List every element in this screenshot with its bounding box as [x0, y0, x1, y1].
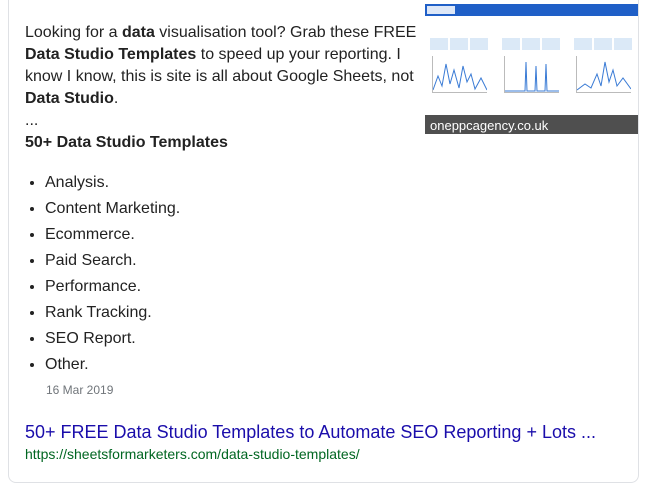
list-item: Paid Search.: [45, 248, 180, 274]
snippet-description: Looking for a data visualisation tool? G…: [25, 22, 420, 110]
list-item: Content Marketing.: [45, 196, 180, 222]
text: .: [113, 90, 119, 107]
dashboard-panel: [500, 26, 562, 96]
highlight: Data Studio Templates: [25, 46, 197, 63]
result-url: https://sheetsformarketers.com/data-stud…: [25, 446, 360, 462]
snippet-heading: 50+ Data Studio Templates: [25, 134, 228, 151]
dashboard-logo: [427, 6, 455, 14]
list-item: SEO Report.: [45, 326, 180, 352]
snippet-list: Analysis. Content Marketing. Ecommerce. …: [25, 170, 180, 378]
snippet-date: 16 Mar 2019: [46, 383, 114, 397]
list-item: Analysis.: [45, 170, 180, 196]
list-item: Rank Tracking.: [45, 300, 180, 326]
highlight: Data Studio: [25, 90, 114, 107]
list-item: Ecommerce.: [45, 222, 180, 248]
ellipsis: ...: [25, 112, 39, 129]
result-title-link[interactable]: 50+ FREE Data Studio Templates to Automa…: [25, 422, 596, 442]
highlight: data: [121, 24, 155, 41]
text: Looking for a: [25, 24, 122, 41]
list-item: Other.: [45, 352, 180, 378]
list-item: Performance.: [45, 274, 180, 300]
text: to speed up your reporting. I know I kno…: [25, 46, 414, 85]
thumbnail-caption: oneppcagency.co.uk: [425, 115, 638, 134]
thumbnail-image[interactable]: oneppcagency.co.uk: [425, 4, 638, 134]
dashboard-panel: [428, 26, 490, 96]
dashboard-panel: [572, 26, 634, 96]
featured-snippet-card: [8, 0, 639, 483]
dashboard-header: [425, 4, 638, 16]
text: visualisation tool? Grab these FREE: [154, 24, 417, 41]
